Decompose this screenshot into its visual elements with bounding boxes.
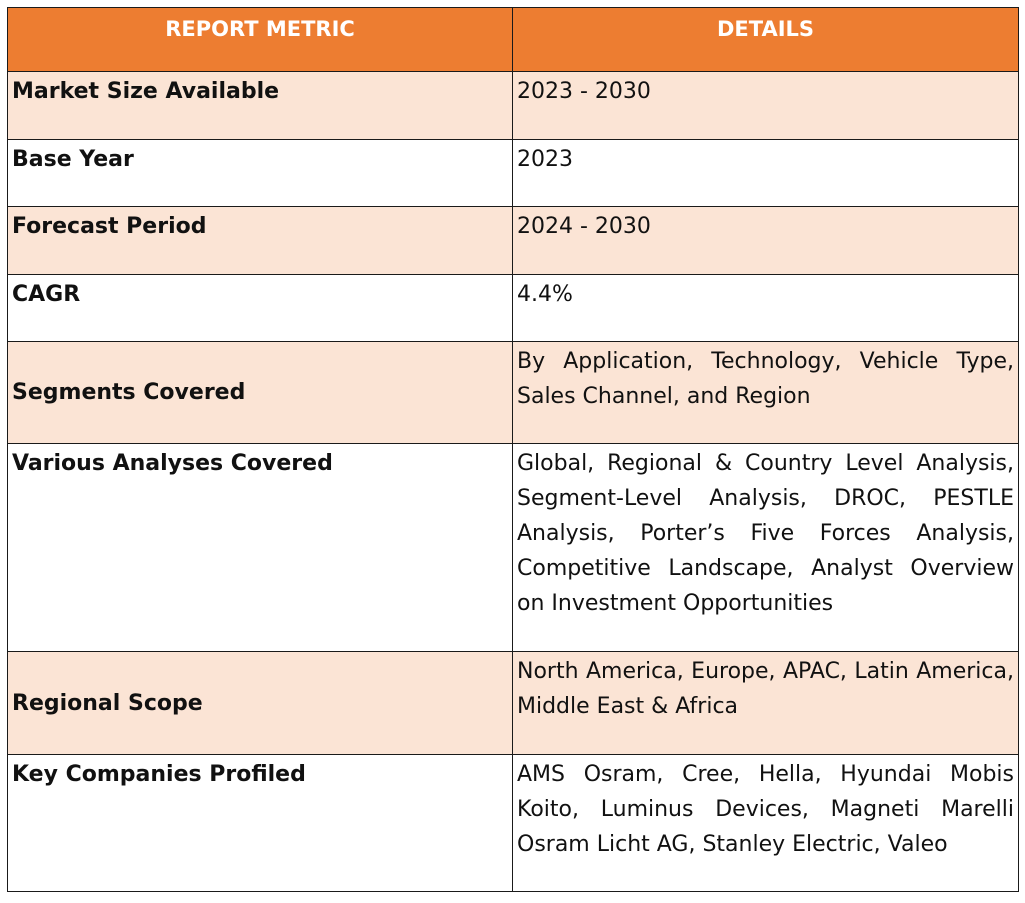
row-metric: Regional Scope bbox=[7, 651, 513, 755]
row-metric: Key Companies Profiled bbox=[7, 754, 513, 892]
table-row: Segments Covered By Application, Technol… bbox=[7, 341, 1019, 444]
table-row: Market Size Available 2023 - 2030 bbox=[7, 71, 1019, 140]
row-details: 2023 - 2030 bbox=[512, 71, 1019, 140]
row-metric: Segments Covered bbox=[7, 341, 513, 444]
table-row: Key Companies Profiled AMS Osram, Cree, … bbox=[7, 754, 1019, 892]
table-row: Base Year 2023 bbox=[7, 139, 1019, 207]
header-details: DETAILS bbox=[512, 7, 1019, 72]
row-details: North America, Europe, APAC, Latin Ameri… bbox=[512, 651, 1019, 755]
row-metric: Forecast Period bbox=[7, 206, 513, 275]
row-metric: CAGR bbox=[7, 274, 513, 342]
row-details: Global, Regional & Country Level Analysi… bbox=[512, 443, 1019, 652]
table-row: CAGR 4.4% bbox=[7, 274, 1019, 342]
row-metric: Various Analyses Covered bbox=[7, 443, 513, 652]
row-details: 4.4% bbox=[512, 274, 1019, 342]
table-row: Regional Scope North America, Europe, AP… bbox=[7, 651, 1019, 755]
row-details: 2024 - 2030 bbox=[512, 206, 1019, 275]
row-details: 2023 bbox=[512, 139, 1019, 207]
table-header-row: REPORT METRIC DETAILS bbox=[7, 7, 1019, 72]
report-metrics-table: REPORT METRIC DETAILS Market Size Availa… bbox=[7, 7, 1019, 892]
row-metric: Market Size Available bbox=[7, 71, 513, 140]
row-metric: Base Year bbox=[7, 139, 513, 207]
table-row: Various Analyses Covered Global, Regiona… bbox=[7, 443, 1019, 652]
table-row: Forecast Period 2024 - 2030 bbox=[7, 206, 1019, 275]
row-details: AMS Osram, Cree, Hella, Hyundai Mobis Ko… bbox=[512, 754, 1019, 892]
row-details: By Application, Technology, Vehicle Type… bbox=[512, 341, 1019, 444]
header-report-metric: REPORT METRIC bbox=[7, 7, 513, 72]
